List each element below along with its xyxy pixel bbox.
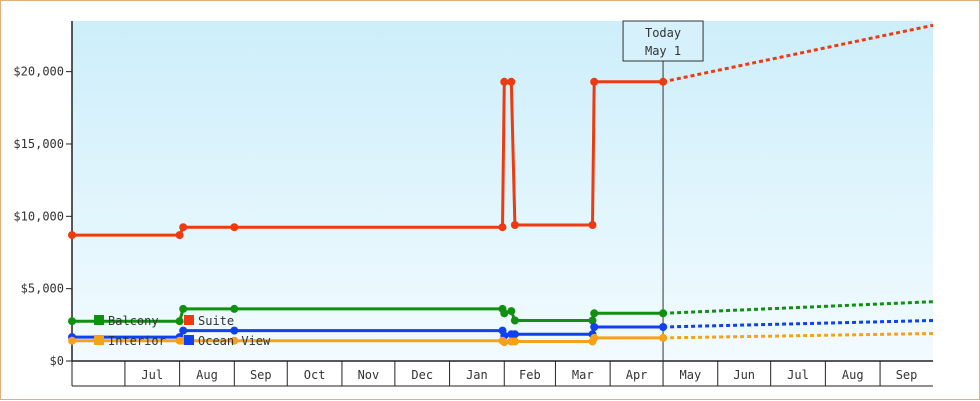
y-tick-label: $20,000 xyxy=(13,65,64,79)
legend: Balcony Suite Interior Ocean View xyxy=(94,314,271,348)
data-point xyxy=(68,231,76,240)
data-point xyxy=(179,304,188,313)
today-date: May 1 xyxy=(645,44,681,58)
data-point xyxy=(68,317,76,326)
data-point xyxy=(230,223,239,232)
x-tick-label: Sep xyxy=(250,368,272,382)
x-tick-label: Mar xyxy=(572,368,594,382)
data-point xyxy=(510,330,519,339)
x-tick-label: Aug xyxy=(842,368,864,382)
x-tick-label: Apr xyxy=(626,368,648,382)
data-point xyxy=(68,336,76,345)
x-tick-label: Aug xyxy=(196,368,218,382)
legend-swatch xyxy=(184,335,194,345)
data-point xyxy=(230,326,239,335)
data-point xyxy=(659,309,668,318)
y-axis: $0 $5,000 $10,000 $15,000 $20,000 xyxy=(13,21,73,368)
y-tick-label: $10,000 xyxy=(13,209,64,223)
data-point xyxy=(590,77,599,86)
data-point xyxy=(590,333,599,342)
forecast-line-balcony xyxy=(663,300,934,315)
x-tick-label: Jun xyxy=(733,368,755,382)
x-tick-label: Jan xyxy=(466,368,488,382)
data-point xyxy=(175,317,184,326)
x-axis: Jul Aug Sep Oct Nov Dec Jan Feb Mar Apr May Jun Jul A… xyxy=(71,360,933,387)
data-point xyxy=(500,338,509,347)
data-point xyxy=(659,333,668,342)
data-point xyxy=(510,337,519,346)
legend-label: Balcony xyxy=(108,314,159,328)
y-tick-label: $5,000 xyxy=(21,282,64,296)
data-point xyxy=(507,307,516,316)
data-point xyxy=(230,304,239,313)
data-point xyxy=(500,77,509,86)
series-layer xyxy=(68,23,934,347)
legend-item-balcony: Balcony xyxy=(94,314,159,328)
legend-swatch xyxy=(94,335,104,345)
data-point xyxy=(510,221,519,229)
forecast-line-interior xyxy=(663,332,934,340)
x-tick-label: Dec xyxy=(411,368,433,382)
data-point xyxy=(230,336,239,345)
legend-item-interior: Interior xyxy=(94,334,166,348)
data-point xyxy=(588,221,597,229)
legend-item-ocean-view: Ocean View xyxy=(184,334,271,348)
today-box xyxy=(622,20,704,62)
x-tick-label: Jul xyxy=(787,368,809,382)
data-point xyxy=(590,309,599,318)
legend-swatch xyxy=(94,315,104,325)
legend-swatch xyxy=(184,315,194,325)
y-tick-label: $15,000 xyxy=(13,137,64,151)
data-point xyxy=(588,316,597,325)
data-point xyxy=(590,323,599,331)
x-tick-label: Oct xyxy=(304,368,326,382)
data-point xyxy=(175,231,184,240)
legend-item-suite: Suite xyxy=(184,314,234,328)
data-point xyxy=(179,223,188,232)
series-ocean-view xyxy=(68,319,934,342)
data-point xyxy=(179,326,188,335)
data-point xyxy=(659,77,668,86)
y-tick-label: $0 xyxy=(50,354,64,368)
data-point xyxy=(500,309,509,318)
x-tick-label: Jul xyxy=(141,368,163,382)
series-interior xyxy=(68,332,934,347)
series-suite xyxy=(68,23,934,240)
data-point xyxy=(498,223,507,232)
x-tick-label: Sep xyxy=(896,368,918,382)
forecast-line-suite xyxy=(662,23,934,84)
today-label: Today xyxy=(645,26,681,40)
x-tick-label: Feb xyxy=(519,368,541,382)
data-point xyxy=(507,77,516,86)
data-point xyxy=(659,323,668,331)
legend-label: Suite xyxy=(198,314,234,328)
legend-label: Ocean View xyxy=(198,334,271,348)
x-tick-label: Nov xyxy=(358,368,380,382)
legend-label: Interior xyxy=(108,334,166,348)
today-marker: Today May 1 xyxy=(622,20,704,386)
forecast-line-ocean-view xyxy=(663,319,934,329)
x-tick-label: May xyxy=(680,368,702,382)
data-point xyxy=(510,316,519,325)
series-balcony xyxy=(68,300,934,326)
